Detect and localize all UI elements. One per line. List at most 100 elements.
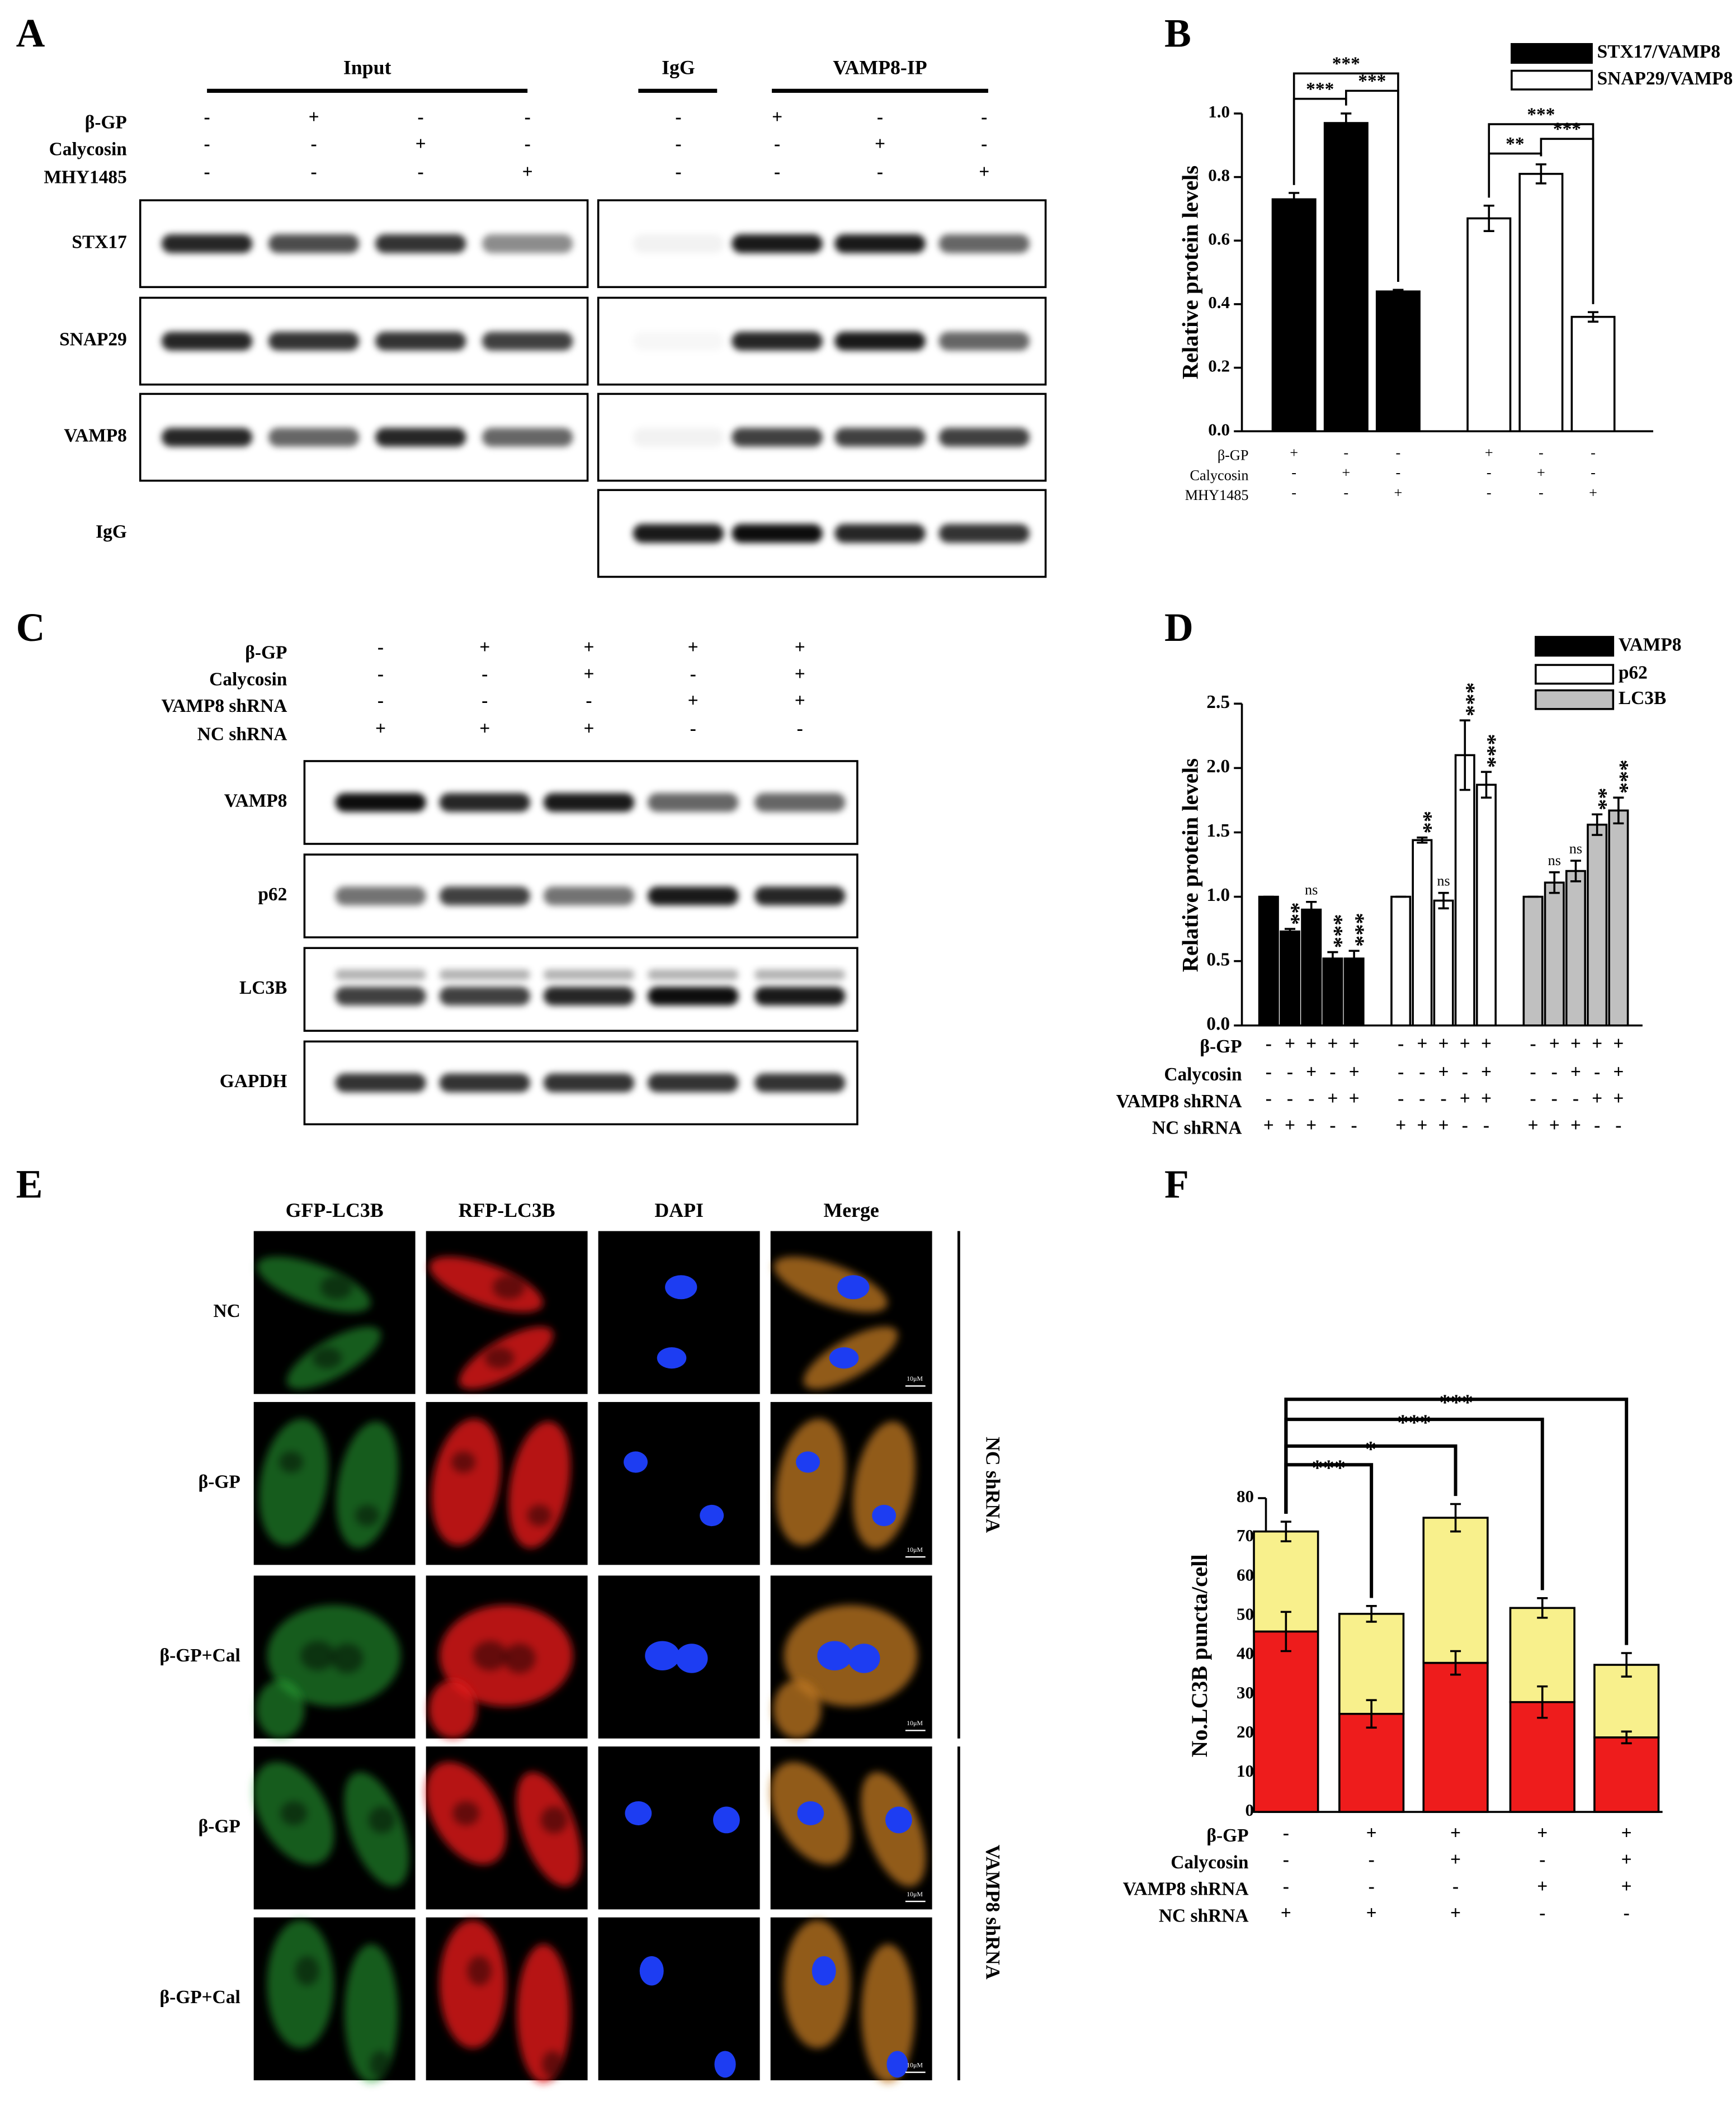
y-tick-label: 2.5 xyxy=(1206,692,1230,712)
cell xyxy=(257,1257,371,1312)
blot-band xyxy=(754,969,846,980)
blot-band xyxy=(754,886,846,905)
condition-sign: - xyxy=(1441,1088,1447,1109)
y-tick-label: 0.6 xyxy=(1208,229,1230,248)
condition-sign: + xyxy=(1481,1088,1492,1109)
bar-segment xyxy=(1422,1517,1489,1664)
condition-label: β-GP xyxy=(85,112,127,133)
condition-sign: + xyxy=(416,134,426,154)
cell xyxy=(336,1421,399,1548)
condition-sign: - xyxy=(1398,1061,1404,1082)
bar xyxy=(1518,173,1564,433)
condition-sign: + xyxy=(1613,1033,1624,1054)
condition-label: Calycosin xyxy=(1171,1852,1249,1873)
condition-label: VAMP8 shRNA xyxy=(1116,1091,1242,1112)
nucleus-shadow xyxy=(451,1451,476,1473)
blot-band xyxy=(732,234,823,253)
blot-band xyxy=(754,1073,846,1093)
condition-sign: - xyxy=(1369,1849,1375,1870)
condition-sign: + xyxy=(1621,1876,1632,1897)
condition-sign: - xyxy=(378,637,384,658)
nucleus xyxy=(872,1504,897,1527)
blot-label: GAPDH xyxy=(220,1071,287,1092)
blot-band xyxy=(938,524,1030,543)
condition-sign: - xyxy=(1594,1061,1600,1082)
cell xyxy=(345,1944,398,2083)
condition-sign: + xyxy=(1438,1115,1449,1136)
blot-band xyxy=(633,234,724,253)
condition-sign: - xyxy=(1530,1088,1536,1109)
cell xyxy=(431,1418,501,1546)
y-axis-label: Relative protein levels xyxy=(1178,166,1203,379)
row-label: NC xyxy=(214,1301,240,1321)
nucleus-shadow xyxy=(320,1275,353,1300)
panel-label: A xyxy=(16,11,45,55)
blot-band xyxy=(161,332,253,351)
bar xyxy=(1466,217,1512,433)
condition-sign: - xyxy=(1266,1088,1272,1109)
blot-band xyxy=(375,428,466,447)
condition-sign: + xyxy=(1306,1061,1317,1082)
condition-label: Calycosin xyxy=(1190,467,1248,483)
blot-band xyxy=(633,332,724,350)
legend-label: SNAP29/VAMP8 xyxy=(1597,68,1733,89)
blot-band xyxy=(268,234,360,253)
condition-sign: - xyxy=(675,134,681,154)
condition-sign: - xyxy=(525,134,531,154)
micrograph xyxy=(598,1917,760,2080)
blot-band xyxy=(335,1073,426,1093)
blot-label: p62 xyxy=(258,884,287,905)
condition-sign: - xyxy=(1287,1061,1293,1082)
blot-band xyxy=(482,428,573,447)
bar xyxy=(1271,198,1317,433)
y-tick-label: 70 xyxy=(1237,1526,1254,1545)
condition-sign: + xyxy=(875,134,885,154)
condition-sign: + xyxy=(1460,1033,1470,1054)
condition-sign: + xyxy=(1395,1115,1406,1136)
nucleus-shadow xyxy=(300,1641,336,1670)
condition-sign: + xyxy=(1481,1061,1492,1082)
y-tick-label: 2.0 xyxy=(1206,756,1230,777)
nucleus xyxy=(657,1347,687,1369)
bar-segment xyxy=(1338,1613,1405,1715)
condition-sign: + xyxy=(1621,1849,1632,1870)
y-axis-label: Relative protein levels xyxy=(1178,758,1203,972)
condition-sign: + xyxy=(583,637,594,658)
error-bar xyxy=(1459,719,1470,791)
condition-label: Calycosin xyxy=(209,669,287,690)
significance-label: *** xyxy=(1439,1390,1473,1415)
condition-sign: + xyxy=(795,664,805,684)
scale-bar-label: 10μM xyxy=(907,1375,923,1382)
condition-sign: - xyxy=(774,134,780,154)
y-tick-label: 60 xyxy=(1237,1565,1254,1584)
legend-label: VAMP8 xyxy=(1619,634,1682,655)
condition-label: MHY1485 xyxy=(44,167,126,188)
column-header: Merge xyxy=(823,1199,879,1221)
condition-sign: - xyxy=(1398,1033,1404,1054)
condition-sign: - xyxy=(1308,1088,1314,1109)
blot-band xyxy=(543,793,635,812)
legend-swatch xyxy=(1535,689,1615,710)
nucleus xyxy=(665,1275,697,1300)
y-tick-label: 1.0 xyxy=(1208,102,1230,121)
nucleus-shadow xyxy=(542,2051,564,2078)
condition-sign: + xyxy=(1592,1033,1602,1054)
condition-sign: + xyxy=(1450,1903,1461,1924)
condition-sign: - xyxy=(418,107,424,128)
nucleus-shadow xyxy=(279,1451,304,1473)
significance-label: *** xyxy=(1344,913,1369,947)
blot-band xyxy=(834,234,926,253)
panel-label: F xyxy=(1164,1162,1189,1206)
condition-sign: - xyxy=(311,162,317,182)
condition-sign: - xyxy=(1530,1033,1536,1054)
condition-sign: - xyxy=(1329,1115,1336,1136)
condition-label: NC shRNA xyxy=(1152,1118,1242,1139)
blot-band xyxy=(482,332,573,351)
bar xyxy=(1522,895,1544,1027)
row-label: β-GP+Cal xyxy=(160,1987,240,2008)
bar xyxy=(1412,839,1433,1027)
condition-sign: - xyxy=(1539,1903,1545,1924)
error-bar xyxy=(1366,1699,1377,1729)
error-bar xyxy=(1366,1605,1377,1623)
